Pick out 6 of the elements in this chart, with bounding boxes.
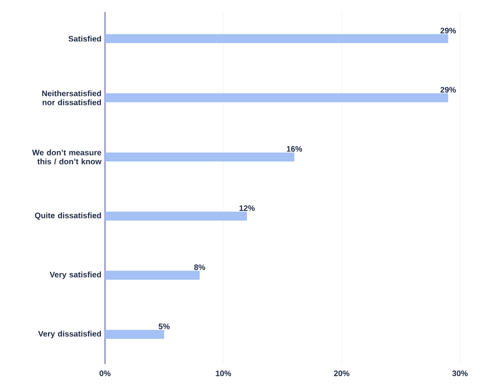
bar xyxy=(105,330,164,339)
bar xyxy=(105,270,200,280)
bar xyxy=(105,152,294,162)
bar xyxy=(105,93,448,102)
bar xyxy=(105,212,247,221)
bar xyxy=(105,34,448,44)
